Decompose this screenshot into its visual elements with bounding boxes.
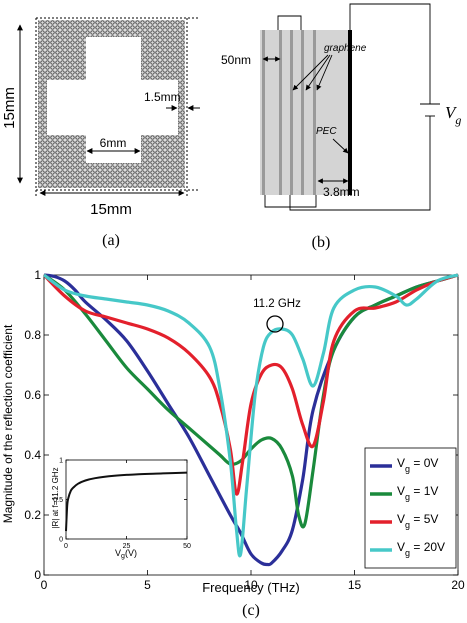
panel-b: Vg 50nm graphene PEC 3.8mm (b)	[221, 3, 461, 251]
inset-plot-area	[65, 459, 188, 540]
x-tick-label: 0	[64, 543, 68, 550]
y-tick-label: 0	[34, 568, 41, 582]
x-tick-label: 50	[183, 543, 191, 550]
graphene-pointers	[292, 54, 333, 91]
y-tick-label: 0.5	[53, 497, 63, 504]
graphene-label: graphene	[324, 43, 367, 54]
y-tick-label: 1	[34, 268, 41, 282]
spacing-label: 50nm	[221, 53, 251, 67]
width-label: 15mm	[90, 201, 132, 218]
height-label: 15mm	[1, 87, 18, 129]
x-tick-label: 0	[41, 578, 48, 592]
inset-series-lines	[65, 471, 188, 532]
bias-circuit	[264, 3, 440, 211]
caption-a: (a)	[102, 232, 120, 249]
x-tick-label: 10	[244, 578, 258, 592]
pec-backplate	[348, 30, 352, 195]
legend-entry: Vg = 1V	[397, 484, 438, 502]
peak-marker-circle	[266, 315, 284, 333]
series-line	[65, 471, 188, 532]
y-tick-label: 1	[59, 457, 63, 464]
x-tick-label: 15	[348, 578, 362, 592]
voltage-label: Vg	[445, 103, 461, 127]
caption-b: (b)	[312, 234, 331, 251]
y-tick-label: 0.8	[24, 328, 41, 342]
x-tick-label: 5	[144, 578, 151, 592]
legend: Vg = 0V Vg = 1V Vg = 5V Vg = 20V	[364, 447, 457, 569]
substrate	[260, 30, 350, 195]
graphene-sheet	[313, 30, 316, 195]
graphene-sheet	[279, 30, 282, 195]
inset-x-axis-label: Vg(V)	[115, 548, 137, 560]
graphene-sheet	[290, 30, 293, 195]
inset-chart: 0 25 50 0 0.5 1 |R| at f=11.2 GHz Vg(V)	[51, 457, 191, 560]
legend-entry: Vg = 5V	[397, 512, 438, 530]
x-tick-label: 25	[123, 543, 131, 550]
series-line	[43, 273, 459, 558]
graphene-sheet	[301, 30, 304, 195]
peak-annotation: 11.2 GHz	[253, 298, 301, 310]
thickness-label: 3.8mm	[323, 185, 360, 199]
y-tick-label: 0.2	[24, 508, 41, 522]
gap-label: 1.5mm	[144, 90, 181, 104]
panel-a: 15mm 15mm 6mm 1.5mm (a)	[1, 17, 200, 249]
main-y-axis-label: Magnitude of the reflection coefficient	[1, 324, 15, 523]
series-line	[43, 273, 459, 529]
unit-cell-pattern	[38, 20, 185, 188]
caption-c: (c)	[242, 602, 260, 619]
graphene-sheets	[262, 30, 316, 195]
y-tick-label: 0.6	[24, 388, 41, 402]
y-tick-label: 0.4	[24, 448, 41, 462]
main-series-lines	[42, 273, 459, 567]
cross-label: 6mm	[100, 136, 127, 150]
y-tick-label: 0	[59, 536, 63, 543]
legend-entry: Vg = 0V	[397, 456, 438, 474]
inset-y-axis-label: |R| at f=11.2 GHz	[51, 467, 60, 528]
pec-label: PEC	[316, 126, 337, 137]
main-x-axis-label: Frequency (THz)	[202, 580, 300, 595]
pec-pointer	[332, 138, 349, 154]
legend-box	[364, 447, 457, 569]
legend-entry: Vg = 20V	[397, 540, 445, 558]
graphene-sheet	[262, 30, 265, 195]
x-tick-label: 20	[451, 578, 465, 592]
